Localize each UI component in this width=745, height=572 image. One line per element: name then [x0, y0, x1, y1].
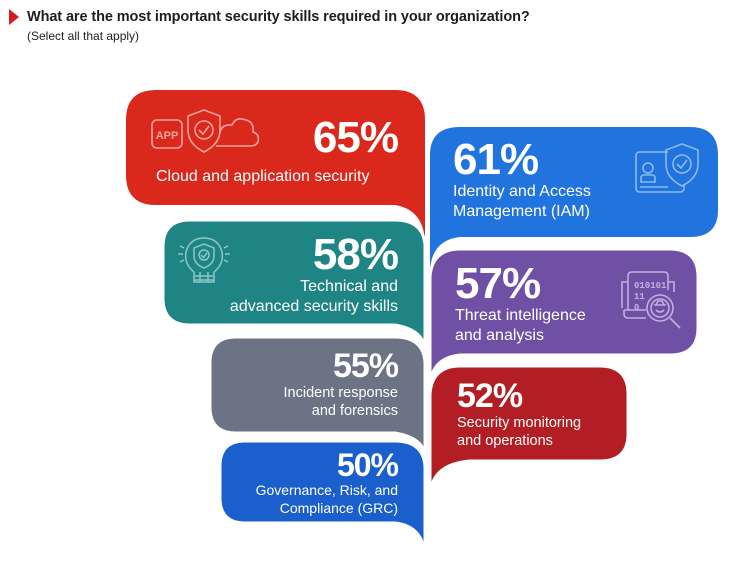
lightbulb-shield-icon — [178, 232, 230, 295]
chart-subtitle: (Select all that apply) — [27, 29, 140, 43]
id-card-shield-icon — [634, 142, 700, 199]
label-technical-2: advanced security skills — [229, 298, 398, 315]
label-technical-1: Technical and — [300, 278, 398, 295]
card-threat: 57% Threat intelligence and analysis — [455, 262, 625, 346]
svg-text:0: 0 — [634, 303, 639, 313]
label-threat-1: Threat intelligence — [455, 307, 586, 324]
card-monitoring: 52% Security monitoring and operations — [457, 378, 622, 450]
pct-threat: 57% — [455, 259, 541, 308]
label-grc-1: Governance, Risk, and — [255, 482, 398, 498]
pct-monitoring: 52% — [457, 377, 523, 415]
label-incident-1: Incident response — [283, 385, 398, 401]
bubble-threat — [428, 247, 700, 386]
card-incident: 55% Incident response and forensics — [220, 347, 399, 420]
card-cloud: 65% — [150, 113, 399, 162]
label-monitoring-2: and operations — [457, 433, 553, 449]
label-incident-2: and forensics — [311, 403, 398, 419]
pct-incident: 55% — [332, 347, 399, 385]
card-iam: 61% Identity and Access Management (IAM) — [453, 138, 653, 222]
app-shield-cloud-icon: APP — [150, 108, 262, 161]
binary-magnifier-icon: 010101 11 0 — [620, 268, 684, 339]
card-grc: 50% Governance, Risk, and Compliance (GR… — [230, 447, 399, 517]
label-iam-2: Management (IAM) — [453, 203, 590, 220]
svg-text:11: 11 — [634, 292, 645, 302]
label-threat-2: and analysis — [455, 327, 544, 344]
label-cloud: Cloud and application security — [156, 168, 370, 185]
bubble-technical — [161, 218, 427, 353]
card-technical: 58% Technical and advanced security skil… — [180, 230, 399, 317]
bubble-incident — [208, 335, 427, 459]
chart-title: What are the most important security ski… — [27, 9, 530, 25]
pct-technical: 58% — [312, 230, 399, 279]
label-iam-1: Identity and Access — [453, 183, 591, 200]
svg-text:APP: APP — [156, 130, 179, 142]
pct-grc: 50% — [336, 447, 399, 483]
bubble-grc — [218, 439, 427, 557]
bubble-monitoring — [428, 364, 630, 496]
title-marker-icon — [9, 9, 19, 25]
bubble-cloud — [126, 90, 425, 245]
svg-text:010101: 010101 — [634, 281, 667, 291]
label-grc-2: Compliance (GRC) — [279, 500, 398, 516]
pct-cloud: 65% — [312, 113, 399, 162]
pct-iam: 61% — [453, 135, 539, 184]
label-monitoring-1: Security monitoring — [457, 415, 582, 431]
